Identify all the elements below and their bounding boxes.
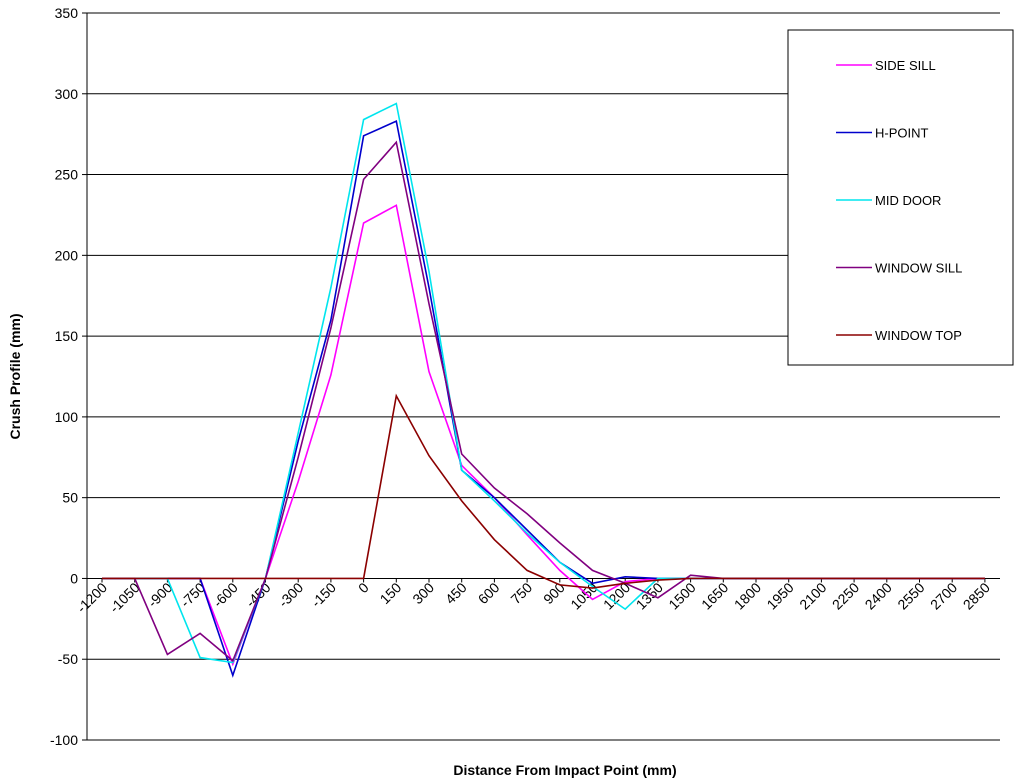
x-tick-label: -600: [210, 579, 241, 610]
x-tick-label: 900: [540, 579, 568, 607]
x-tick-label: 2100: [796, 579, 829, 612]
x-tick-label: 2700: [927, 579, 960, 612]
y-tick-label: -100: [50, 732, 78, 748]
y-tick-label: 50: [62, 490, 78, 506]
y-tick-label: 100: [55, 409, 79, 425]
y-tick-label: 250: [55, 167, 79, 183]
x-tick-label: 2250: [829, 579, 862, 612]
x-tick-label: -150: [308, 579, 339, 610]
x-tick-label: -300: [275, 579, 306, 610]
x-tick-label: -1200: [73, 579, 110, 616]
legend-label: H-POINT: [875, 126, 929, 141]
y-axis-ticks: -100 -50 0 50 100 150 200 250 300 350: [50, 5, 87, 748]
legend-label: MID DOOR: [875, 193, 941, 208]
x-tick-label: 1500: [665, 579, 698, 612]
x-tick-label: 2550: [894, 579, 927, 612]
series-lines: [102, 102, 985, 678]
y-tick-label: 350: [55, 5, 79, 21]
x-tick-label: -450: [242, 579, 273, 610]
y-tick-label: 300: [55, 86, 79, 102]
x-tick-label: 1050: [567, 579, 600, 612]
x-tick-label: 1800: [731, 579, 764, 612]
y-tick-label: 150: [55, 328, 79, 344]
legend-label: SIDE SILL: [875, 58, 936, 73]
x-tick-label: 750: [507, 579, 535, 607]
x-tick-label: 1650: [698, 579, 731, 612]
y-tick-label: 200: [55, 247, 79, 263]
legend-label: WINDOW SILL: [875, 261, 962, 276]
x-tick-label: 150: [377, 579, 405, 607]
x-tick-label: -750: [177, 579, 208, 610]
legend: SIDE SILL H-POINT MID DOOR WINDOW SILL WINDO…: [787, 29, 1014, 366]
x-tick-label: -900: [144, 579, 175, 610]
legend-box: [787, 29, 1014, 366]
x-tick-label: 1950: [763, 579, 796, 612]
series-line-window-top: [102, 393, 985, 589]
x-tick-label: 600: [475, 579, 503, 607]
x-tick-label: 300: [409, 579, 437, 607]
y-axis-title: Crush Profile (mm): [7, 313, 23, 439]
x-axis-title: Distance From Impact Point (mm): [453, 762, 676, 778]
x-tick-label: 450: [442, 579, 470, 607]
legend-label: WINDOW TOP: [875, 328, 962, 343]
y-tick-label: 0: [70, 570, 78, 586]
x-tick-label: 2850: [960, 579, 993, 612]
x-tick-label: 2400: [862, 579, 895, 612]
y-tick-label: -50: [58, 651, 78, 667]
